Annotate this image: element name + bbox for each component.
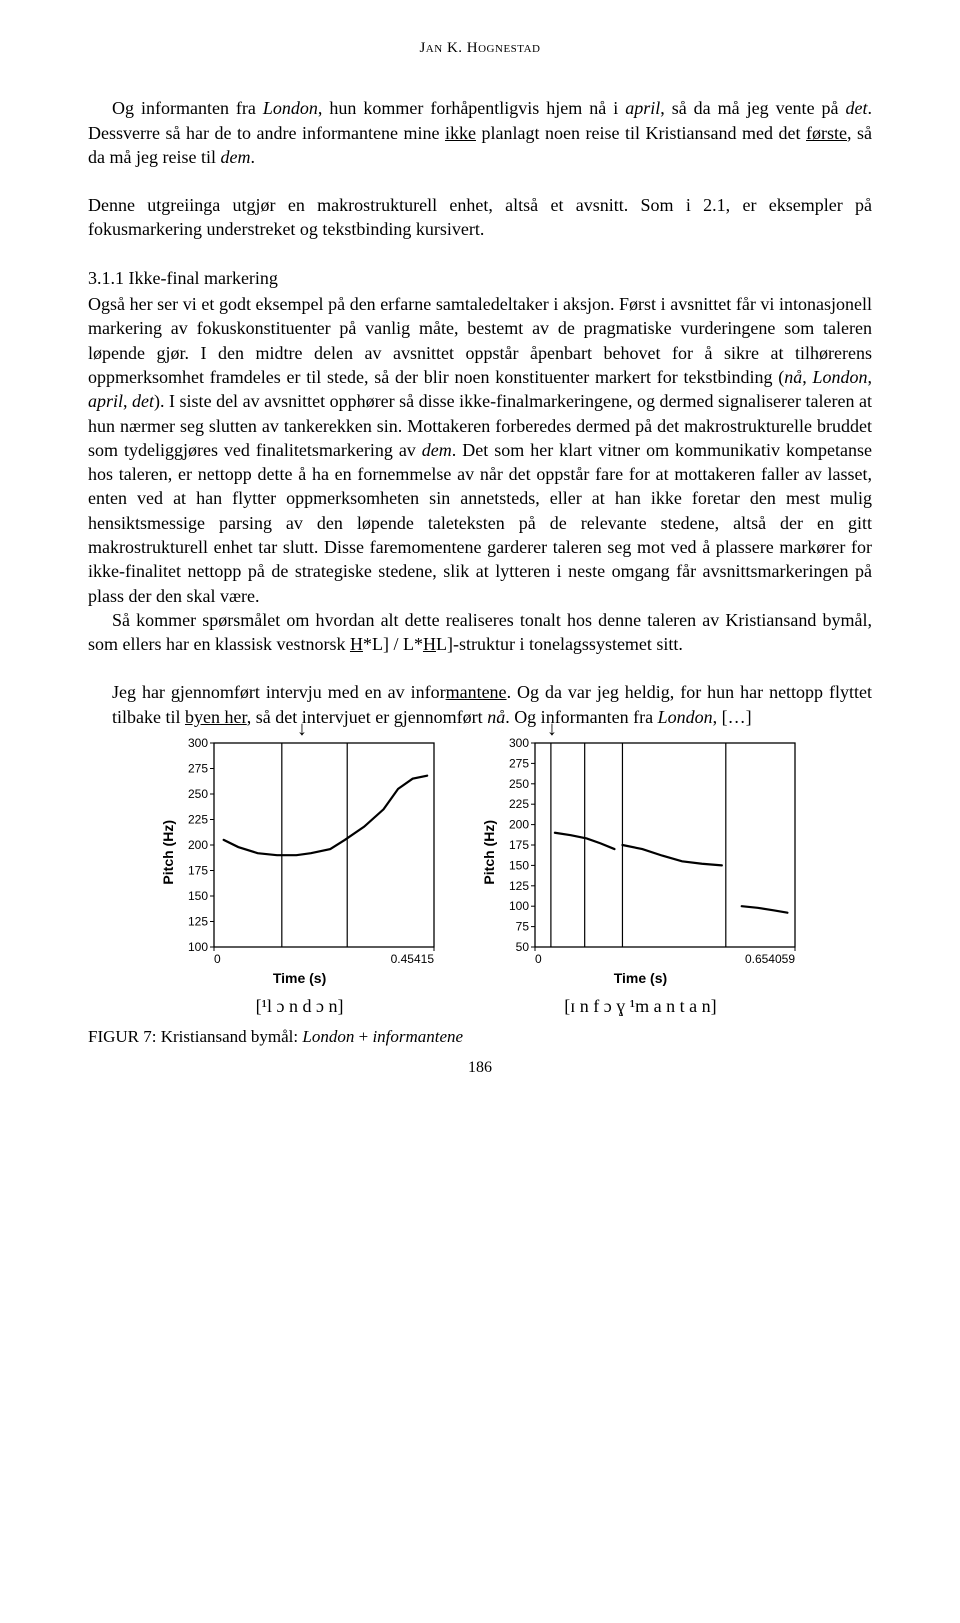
text: + <box>354 1027 372 1046</box>
text-underline: H <box>350 634 363 654</box>
svg-text:225: 225 <box>188 813 208 827</box>
svg-text:200: 200 <box>188 838 208 852</box>
svg-text:175: 175 <box>509 838 529 852</box>
quote-text: Jeg har gjennomført intervju med en av i… <box>112 680 872 729</box>
svg-text:250: 250 <box>188 787 208 801</box>
x-axis-label: Time (s) <box>614 969 667 988</box>
example-quote-block: Jeg har gjennomført intervju med en av i… <box>88 680 872 729</box>
figure-7-caption: FIGUR 7: Kristiansand bymål: London + in… <box>88 1026 872 1049</box>
figure-7-row: Pitch (Hz) 100 125 150 175 200 225 250 275 300 0 0… <box>88 737 872 1018</box>
text-italic: nå <box>784 367 802 387</box>
text: Og informanten fra <box>112 98 263 118</box>
text: Også her ser vi et godt eksempel på den … <box>88 294 872 387</box>
svg-text:300: 300 <box>188 737 208 750</box>
text: planlagt noen reise til Kristiansand med… <box>476 123 806 143</box>
svg-text:250: 250 <box>509 777 529 791</box>
text-italic: det <box>846 98 868 118</box>
svg-text:100: 100 <box>188 940 208 954</box>
text: Jeg har gjennomført intervju med en av i… <box>112 682 446 702</box>
svg-text:300: 300 <box>509 737 529 750</box>
svg-text:200: 200 <box>509 818 529 832</box>
text: , […] <box>713 707 752 727</box>
ipa-transcription: [¹l ɔ n d ɔ n] <box>256 994 344 1018</box>
text-italic: april <box>88 391 123 411</box>
y-axis-label: Pitch (Hz) <box>480 820 499 885</box>
text-italic: dem <box>220 147 250 167</box>
svg-text:225: 225 <box>509 797 529 811</box>
svg-text:0.654059: 0.654059 <box>745 952 795 966</box>
svg-text:150: 150 <box>188 889 208 903</box>
body-paragraph-2: Denne utgreiinga utgjør en makrostruktur… <box>88 193 872 242</box>
text: , så da må jeg vente på <box>660 98 845 118</box>
text: . <box>250 147 255 167</box>
svg-text:75: 75 <box>516 920 530 934</box>
svg-text:50: 50 <box>516 940 530 954</box>
running-head-author: Jan K. Hognestad <box>88 38 872 58</box>
text: L]-struktur i tonelagssystemet sitt. <box>436 634 683 654</box>
svg-text:125: 125 <box>509 879 529 893</box>
text-underline: H <box>423 634 436 654</box>
section-subheading: 3.1.1 Ikke-final markering <box>88 266 872 290</box>
pitch-chart-informantene: Pitch (Hz) 50 75 100 125 150 175 200 225 250 275 3… <box>480 737 801 1018</box>
body-paragraph-4: Så kommer spørsmålet om hvordan alt dett… <box>88 608 872 657</box>
text-italic: april <box>625 98 660 118</box>
body-paragraph-3: Også her ser vi et godt eksempel på den … <box>88 292 872 608</box>
text: , så det intervjuet er gjennomført <box>247 707 487 727</box>
svg-text:275: 275 <box>188 762 208 776</box>
text-italic: nå <box>487 707 505 727</box>
svg-text:100: 100 <box>509 899 529 913</box>
text-italic: det <box>132 391 154 411</box>
text-italic: dem <box>422 440 452 460</box>
y-axis-label: Pitch (Hz) <box>159 820 178 885</box>
text-underline: første <box>806 123 847 143</box>
text-italic: London <box>263 98 318 118</box>
x-axis-label: Time (s) <box>273 969 326 988</box>
text-italic: London <box>812 367 867 387</box>
text-underline: ikke <box>445 123 476 143</box>
author-name: Jan K. Hognestad <box>419 40 540 56</box>
ipa-transcription: [ɪ n f ɔ ɣ ¹m a n t a n] <box>564 994 716 1018</box>
svg-text:150: 150 <box>509 858 529 872</box>
svg-text:0.45415: 0.45415 <box>391 952 435 966</box>
page-number: 186 <box>88 1057 872 1079</box>
text: FIGUR 7: Kristiansand bymål: <box>88 1027 302 1046</box>
text: , <box>802 367 812 387</box>
text: , hun kommer forhåpentligvis hjem nå i <box>318 98 625 118</box>
svg-text:125: 125 <box>188 915 208 929</box>
svg-text:0: 0 <box>535 952 542 966</box>
text-underline: byen her <box>185 707 247 727</box>
text: , <box>868 367 873 387</box>
example-paragraph-1: Og informanten fra London, hun kommer fo… <box>88 96 872 169</box>
svg-text:175: 175 <box>188 864 208 878</box>
text: , <box>123 391 132 411</box>
text-italic: informantene <box>372 1027 463 1046</box>
text: . Og informanten fra <box>505 707 657 727</box>
pitch-chart-london: Pitch (Hz) 100 125 150 175 200 225 250 275 300 0 0… <box>159 737 440 1018</box>
text: *L] / L* <box>363 634 423 654</box>
text-italic: London <box>658 707 713 727</box>
svg-text:275: 275 <box>509 756 529 770</box>
svg-text:0: 0 <box>214 952 221 966</box>
text-underline: mantene <box>446 682 507 702</box>
text: . Det som her klart vitner om kommunikat… <box>88 440 872 606</box>
text-italic: London <box>302 1027 354 1046</box>
